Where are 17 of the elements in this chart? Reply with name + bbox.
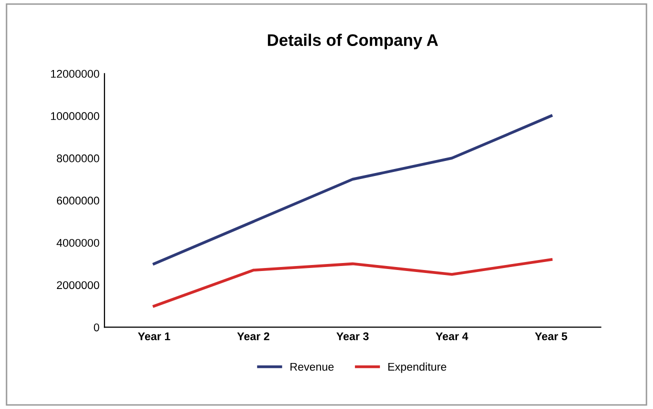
x-tick-label: Year 5 xyxy=(534,332,568,340)
y-tick-label: 0 xyxy=(94,323,100,332)
y-tick-label: 8000000 xyxy=(56,154,100,162)
x-tick-label: Year 2 xyxy=(237,332,270,340)
y-tick-label: 10000000 xyxy=(51,112,100,120)
line-series xyxy=(152,258,553,308)
y-tick-label: 2000000 xyxy=(56,281,100,290)
y-tick-label: 12000000 xyxy=(51,70,100,78)
y-tick-label: 4000000 xyxy=(56,238,100,247)
legend-label: Revenue xyxy=(290,362,334,371)
x-tick-label: Year 4 xyxy=(436,332,468,340)
legend-label: Expenditure xyxy=(388,362,446,373)
y-tick-label: 6000000 xyxy=(56,196,100,205)
chart-title: Details of Company A xyxy=(268,34,438,50)
line-series xyxy=(152,114,553,266)
x-tick-label: Year 3 xyxy=(336,332,369,340)
x-tick-label: Year 1 xyxy=(138,332,170,340)
